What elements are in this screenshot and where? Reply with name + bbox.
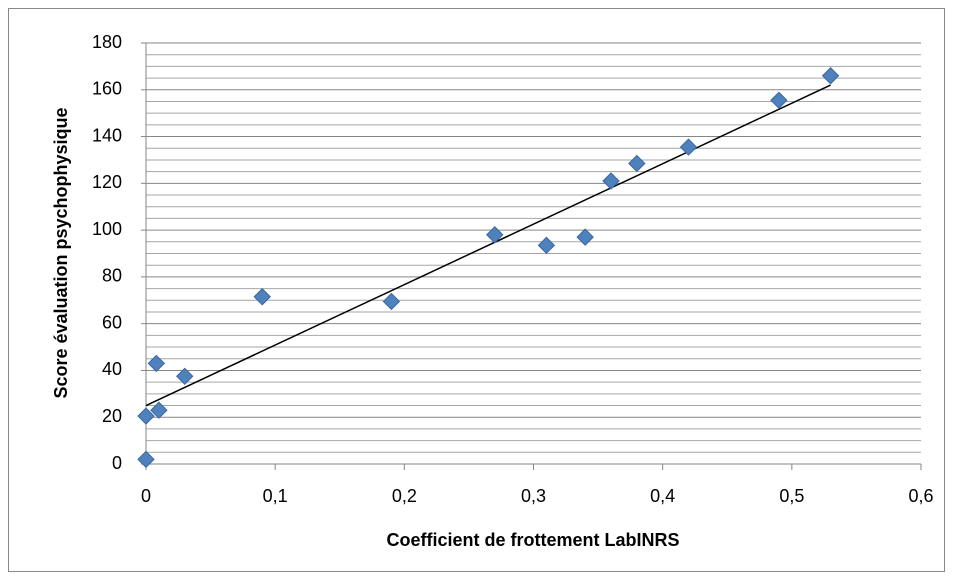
marker xyxy=(150,401,168,419)
y-tick-label: 120 xyxy=(92,172,122,192)
marker xyxy=(486,226,504,244)
x-axis-title: Coefficient de frottement LabINRS xyxy=(386,530,679,550)
marker xyxy=(679,138,698,156)
y-tick-label: 80 xyxy=(102,266,122,286)
x-tick-label: 0,3 xyxy=(521,486,546,506)
y-tick-label: 40 xyxy=(102,359,122,379)
y-tick-label: 140 xyxy=(92,125,122,145)
marker xyxy=(576,228,594,246)
trend-line xyxy=(145,84,831,407)
x-tick-label: 0,5 xyxy=(779,486,804,506)
y-tick-label: 100 xyxy=(92,219,122,239)
marker xyxy=(137,450,155,469)
marker xyxy=(382,292,401,311)
y-tick-label: 60 xyxy=(102,312,122,332)
y-tick-label: 160 xyxy=(92,79,122,99)
marker xyxy=(176,367,194,385)
y-tick-label: 20 xyxy=(102,406,122,426)
marker xyxy=(537,236,556,255)
marker xyxy=(253,288,271,306)
x-tick-label: 0,6 xyxy=(908,486,933,506)
marker xyxy=(602,172,620,190)
x-tick-label: 0,4 xyxy=(650,486,675,506)
y-axis-title: Score évaluation psychophysique xyxy=(51,107,71,398)
marker xyxy=(821,67,840,85)
x-tick-label: 0,2 xyxy=(392,486,417,506)
x-tick-label: 0,1 xyxy=(263,486,288,506)
marker xyxy=(137,407,155,425)
marker xyxy=(147,354,166,373)
y-tick-label: 180 xyxy=(92,32,122,52)
chart-border xyxy=(8,8,945,572)
marker xyxy=(770,91,788,110)
marker xyxy=(628,154,646,173)
x-tick-label: 0 xyxy=(141,486,151,506)
y-tick-label: 0 xyxy=(112,453,122,473)
